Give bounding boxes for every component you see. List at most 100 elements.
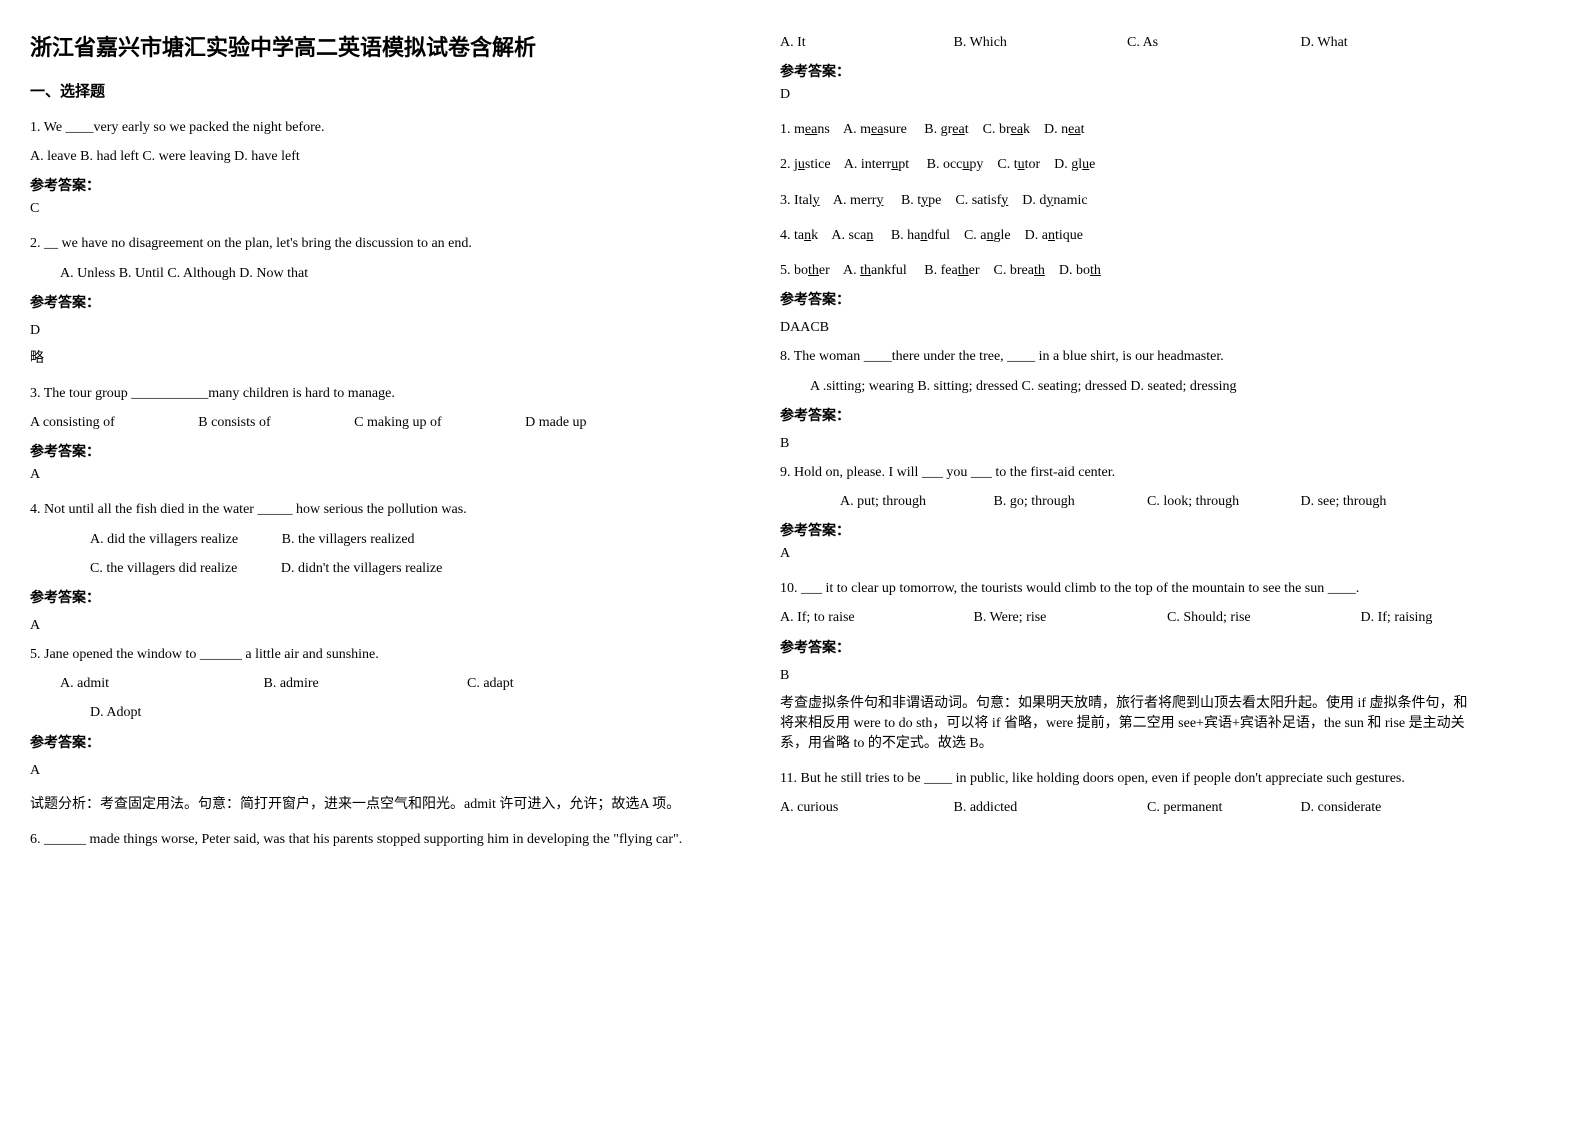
q3-optA: A consisting of — [30, 410, 115, 435]
q4-text: 4. Not until all the fish died in the wa… — [30, 497, 730, 522]
q10-optA: A. If; to raise — [780, 605, 970, 630]
answer-label: 参考答案： — [30, 441, 730, 461]
left-column: 浙江省嘉兴市塘汇实验中学高二英语模拟试卷含解析 一、选择题 1. We ____… — [0, 0, 750, 886]
answer-label: 参考答案： — [780, 405, 1480, 425]
q5-optB: B. admire — [264, 671, 464, 696]
q5-optD: D. Adopt — [90, 705, 141, 720]
phon1-b: B. great — [924, 122, 968, 137]
q8-opts: A .sitting; wearing B. sitting; dressed … — [780, 374, 1480, 399]
phon4-a: A. scan — [831, 228, 873, 243]
q1-text: 1. We ____very early so we packed the ni… — [30, 115, 730, 140]
q6-opts: A. It B. Which C. As D. What — [780, 30, 1480, 55]
q3-opts: A consisting of B consists of C making u… — [30, 410, 730, 435]
phon1-head: 1. means — [780, 122, 830, 137]
phon4-b: B. handful — [891, 228, 950, 243]
q6-optB: B. Which — [954, 30, 1124, 55]
page-container: 浙江省嘉兴市塘汇实验中学高二英语模拟试卷含解析 一、选择题 1. We ____… — [0, 0, 1587, 886]
q6-optC: C. As — [1127, 30, 1297, 55]
phon-row5: 5. bother A. thankful B. feather C. brea… — [780, 258, 1480, 283]
q5-text: 5. Jane opened the window to ______ a li… — [30, 642, 730, 667]
q9-optA: A. put; through — [840, 489, 990, 514]
q11-optB: B. addicted — [954, 795, 1144, 820]
phon-row2: 2. justice A. interrupt B. occupy C. tut… — [780, 152, 1480, 177]
q11-optA: A. curious — [780, 795, 950, 820]
q9-opts: A. put; through B. go; through C. look; … — [780, 489, 1480, 514]
answer-label: 参考答案： — [30, 292, 730, 312]
q5-opts-row2: D. Adopt — [30, 700, 730, 725]
q4-optC: C. the villagers did realize — [90, 556, 237, 581]
answer-label: 参考答案： — [30, 175, 730, 195]
q2-opts: A. Unless B. Until C. Although D. Now th… — [30, 261, 730, 286]
phon-row4: 4. tank A. scan B. handful C. angle D. a… — [780, 223, 1480, 248]
answer-label: 参考答案： — [30, 587, 730, 607]
q4-opts-row2: C. the villagers did realize D. didn't t… — [30, 556, 730, 581]
q3-answer: A — [30, 467, 730, 483]
phon1-d: D. neat — [1044, 122, 1084, 137]
q3-optD: D made up — [525, 415, 586, 430]
q4-optB: B. the villagers realized — [282, 532, 415, 547]
q3-optB: B consists of — [198, 410, 270, 435]
phon3-b: B. type — [901, 193, 941, 208]
q10-optD: D. If; raising — [1361, 610, 1433, 625]
q5-explain: 试题分析：考查固定用法。句意：简打开窗户，进来一点空气和阳光。admit 许可进… — [30, 793, 730, 813]
q9-answer: A — [780, 546, 1480, 562]
phon4-c: C. angle — [964, 228, 1011, 243]
q11-text: 11. But he still tries to be ____ in pub… — [780, 766, 1480, 791]
q8-answer: B — [780, 431, 1480, 456]
phon4-head: 4. tank — [780, 228, 818, 243]
phon5-a: A. thankful — [843, 263, 907, 278]
q8-text: 8. The woman ____there under the tree, _… — [780, 344, 1480, 369]
q10-opts: A. If; to raise B. Were; rise C. Should;… — [780, 605, 1480, 630]
phon3-a: A. merry — [833, 193, 884, 208]
exam-title: 浙江省嘉兴市塘汇实验中学高二英语模拟试卷含解析 — [30, 30, 730, 62]
phon-answer: DAACB — [780, 315, 1480, 340]
q11-opts: A. curious B. addicted C. permanent D. c… — [780, 795, 1480, 820]
q5-optA: A. admit — [60, 671, 260, 696]
q10-explain: 考查虚拟条件句和非谓语动词。句意：如果明天放晴，旅行者将爬到山顶去看太阳升起。使… — [780, 692, 1480, 752]
q5-opts-row1: A. admit B. admire C. adapt — [30, 671, 730, 696]
answer-label: 参考答案： — [780, 637, 1480, 657]
phon2-b: B. occupy — [927, 157, 984, 172]
q4-opts-row1: A. did the villagers realize B. the vill… — [30, 527, 730, 552]
phon3-head: 3. Italy — [780, 193, 820, 208]
q9-text: 9. Hold on, please. I will ___ you ___ t… — [780, 460, 1480, 485]
phon1-a: A. measure — [843, 122, 907, 137]
phon-row3: 3. Italy A. merry B. type C. satisfy D. … — [780, 188, 1480, 213]
answer-label: 参考答案： — [30, 732, 730, 752]
phon3-d: D. dynamic — [1022, 193, 1087, 208]
phon3-c: C. satisfy — [955, 193, 1008, 208]
q4-optA: A. did the villagers realize — [90, 527, 238, 552]
phon-row1: 1. means A. measure B. great C. break D.… — [780, 117, 1480, 142]
right-column: A. It B. Which C. As D. What 参考答案： D 1. … — [750, 0, 1500, 886]
q1-opts: A. leave B. had left C. were leaving D. … — [30, 144, 730, 169]
q5-optC: C. adapt — [467, 676, 514, 691]
q2-answer: D — [30, 318, 730, 343]
q6-optA: A. It — [780, 30, 950, 55]
q2-explain: 略 — [30, 347, 730, 367]
answer-label: 参考答案： — [780, 520, 1480, 540]
section-heading: 一、选择题 — [30, 80, 730, 101]
q9-optB: B. go; through — [994, 489, 1144, 514]
phon1-c: C. break — [983, 122, 1030, 137]
answer-label: 参考答案： — [780, 289, 1480, 309]
phon2-c: C. tutor — [997, 157, 1040, 172]
phon2-head: 2. justice — [780, 157, 831, 172]
q6-text: 6. ______ made things worse, Peter said,… — [30, 827, 730, 852]
q4-optD: D. didn't the villagers realize — [281, 561, 443, 576]
phon5-head: 5. bother — [780, 263, 830, 278]
q9-optC: C. look; through — [1147, 489, 1297, 514]
phon5-c: C. breath — [994, 263, 1045, 278]
phon4-d: D. antique — [1025, 228, 1083, 243]
q1-answer: C — [30, 201, 730, 217]
q3-optC: C making up of — [354, 410, 442, 435]
q10-optC: C. Should; rise — [1167, 605, 1357, 630]
q6-optD: D. What — [1301, 35, 1348, 50]
phon5-b: B. feather — [924, 263, 979, 278]
q6-answer: D — [780, 87, 1480, 103]
q11-optD: D. considerate — [1301, 800, 1382, 815]
q10-text: 10. ___ it to clear up tomorrow, the tou… — [780, 576, 1480, 601]
q10-optB: B. Were; rise — [974, 605, 1164, 630]
phon5-d: D. both — [1059, 263, 1101, 278]
phon2-a: A. interrupt — [844, 157, 909, 172]
q4-answer: A — [30, 613, 730, 638]
